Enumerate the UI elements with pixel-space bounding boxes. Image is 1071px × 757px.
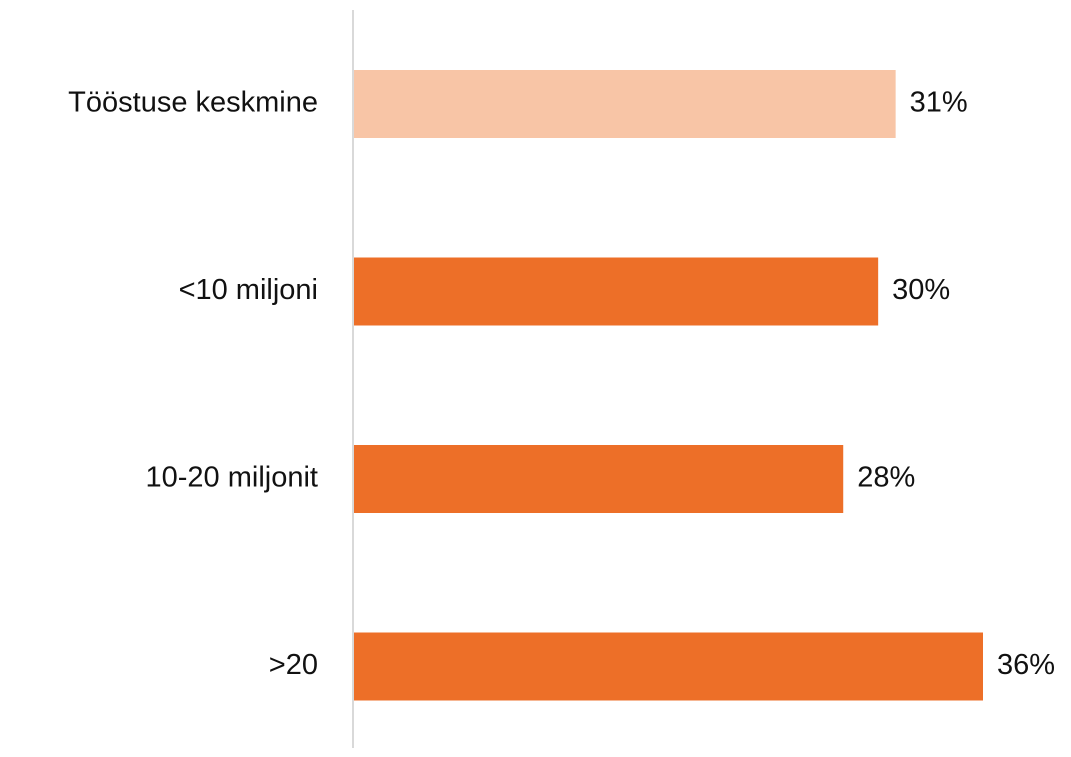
bar-2 xyxy=(354,445,844,513)
labels-group: Tööstuse keskmine 31% <10 miljoni 30% 10-20 … xyxy=(68,87,1055,682)
value-label: 30% xyxy=(892,274,950,306)
bar-1 xyxy=(354,257,879,326)
bars-group xyxy=(354,70,983,701)
category-label: 10-20 miljonit xyxy=(146,462,318,494)
value-label: 36% xyxy=(997,649,1055,681)
category-label: <10 miljoni xyxy=(179,274,318,306)
bar-0 xyxy=(354,70,896,138)
category-label: >20 xyxy=(269,649,318,681)
bar-3 xyxy=(354,632,983,701)
value-label: 31% xyxy=(910,87,968,119)
value-label: 28% xyxy=(857,462,915,494)
category-label: Tööstuse keskmine xyxy=(68,87,318,119)
